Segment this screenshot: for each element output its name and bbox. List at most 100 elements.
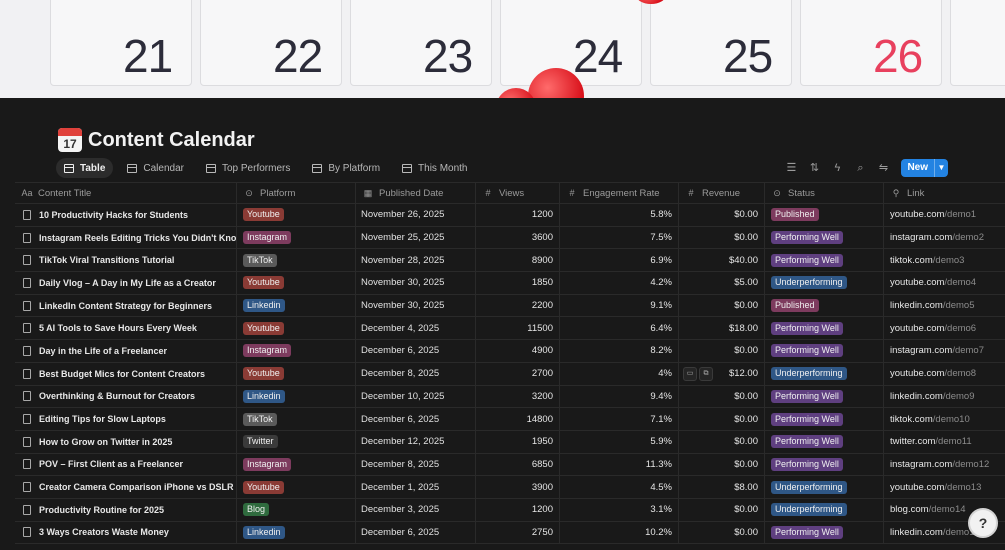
cell-engagement-rate[interactable]: 7.1% <box>560 408 679 430</box>
cell-views[interactable]: 2750 <box>476 521 560 544</box>
cell-platform[interactable]: Instagram <box>237 226 356 249</box>
cell-status[interactable]: Performing Well <box>765 249 884 272</box>
cell-published-date[interactable]: November 28, 2025 <box>356 249 476 272</box>
column-header-content-title[interactable]: Aa Content Title <box>15 183 237 203</box>
link-domain[interactable]: youtube.com <box>890 481 945 493</box>
cell-engagement-rate[interactable]: 3.1% <box>560 498 679 521</box>
cell-published-date[interactable]: November 26, 2025 <box>356 204 476 226</box>
cell-views[interactable]: 3900 <box>476 476 560 498</box>
cell-published-date[interactable]: December 10, 2025 <box>356 385 476 408</box>
cell-revenue[interactable]: $0.00 <box>679 226 765 249</box>
page-title[interactable]: Content Calendar <box>88 128 255 151</box>
link-domain[interactable]: youtube.com <box>890 368 945 380</box>
link-path[interactable]: /demo5 <box>942 300 975 312</box>
cell-revenue[interactable]: $0.00 <box>679 340 765 362</box>
link-domain[interactable]: blog.com <box>890 504 929 516</box>
link-domain[interactable]: tiktok.com <box>890 413 933 425</box>
cell-platform[interactable]: Youtube <box>237 272 356 294</box>
cell-content-title[interactable]: Productivity Routine for 2025 <box>15 498 237 521</box>
link-domain[interactable]: youtube.com <box>890 322 945 334</box>
cell-published-date[interactable]: November 30, 2025 <box>356 294 476 317</box>
cell-content-title[interactable]: TikTok Viral Transitions Tutorial <box>15 249 237 272</box>
table-row[interactable]: TikTok Viral Transitions Tutorial TikTok N… <box>15 249 1005 273</box>
cell-content-title[interactable]: Creator Camera Comparison iPhone vs DSLR <box>15 476 237 498</box>
cell-content-title[interactable]: Daily Vlog – A Day in My Life as a Creat… <box>15 272 237 294</box>
link-domain[interactable]: linkedin.com <box>890 300 943 312</box>
cell-platform[interactable]: Linkedin <box>237 385 356 408</box>
link-path[interactable]: /demo7 <box>952 345 984 357</box>
table-row[interactable]: Instagram Reels Editing Tricks You Didn'… <box>15 226 1005 250</box>
cell-published-date[interactable]: December 4, 2025 <box>356 317 476 340</box>
content-title[interactable]: Daily Vlog – A Day in My Life as a Creat… <box>39 277 216 288</box>
view-tab-top-performers[interactable]: Top Performers <box>198 158 298 178</box>
content-title[interactable]: Productivity Routine for 2025 <box>39 504 165 515</box>
cell-platform[interactable]: Twitter <box>237 430 356 453</box>
cell-link[interactable]: youtube.com/demo4 <box>884 272 1005 294</box>
content-title[interactable]: Editing Tips for Slow Laptops <box>39 414 166 425</box>
cell-revenue[interactable]: $0.00 <box>679 294 765 317</box>
content-title[interactable]: Creator Camera Comparison iPhone vs DSLR <box>39 482 234 493</box>
cell-engagement-rate[interactable]: 5.8% <box>560 204 679 226</box>
link-domain[interactable]: instagram.com <box>890 232 953 244</box>
cell-status[interactable]: Performing Well <box>765 453 884 476</box>
view-tab-by-platform[interactable]: By Platform <box>304 158 388 178</box>
filter-icon[interactable]: ☰ <box>786 162 797 174</box>
cell-revenue[interactable]: $0.00 <box>679 408 765 430</box>
cell-engagement-rate[interactable]: 10.2% <box>560 521 679 544</box>
link-path[interactable]: /demo14 <box>928 504 966 516</box>
link-path[interactable]: /demo3 <box>932 254 965 266</box>
cell-published-date[interactable]: December 6, 2025 <box>356 521 476 544</box>
table-row[interactable]: POV – First Client as a Freelancer Instag… <box>15 453 1005 477</box>
cell-views[interactable]: 8900 <box>476 249 560 272</box>
cell-status[interactable]: Performing Well <box>765 408 884 430</box>
cell-views[interactable]: 1950 <box>476 430 560 453</box>
column-header-platform[interactable]: ⊙ Platform <box>237 183 356 203</box>
cell-views[interactable]: 3200 <box>476 385 560 408</box>
cell-status[interactable]: Published <box>765 204 884 226</box>
cell-status[interactable]: Performing Well <box>765 317 884 340</box>
new-button[interactable]: New ▼ <box>901 159 948 177</box>
cell-published-date[interactable]: December 12, 2025 <box>356 430 476 453</box>
cell-revenue[interactable]: $0.00 <box>679 498 765 521</box>
cell-published-date[interactable]: November 25, 2025 <box>356 226 476 249</box>
cell-content-title[interactable]: Instagram Reels Editing Tricks You Didn'… <box>15 226 237 249</box>
cell-revenue[interactable]: $18.00 <box>679 317 765 340</box>
link-domain[interactable]: instagram.com <box>890 458 953 470</box>
link-domain[interactable]: linkedin.com <box>890 526 943 538</box>
table-row[interactable]: 10 Productivity Hacks for Students Youtub… <box>15 204 1005 227</box>
chevron-down-icon[interactable]: ▼ <box>934 159 948 177</box>
content-title[interactable]: Day in the Life of a Freelancer <box>39 345 168 356</box>
cell-link[interactable]: youtube.com/demo8 <box>884 363 1005 385</box>
link-path[interactable]: /demo2 <box>952 232 984 244</box>
cell-platform[interactable]: TikTok <box>237 408 356 430</box>
cell-views[interactable]: 1200 <box>476 498 560 521</box>
table-row[interactable]: Editing Tips for Slow Laptops TikTok Decem… <box>15 408 1005 431</box>
cell-platform[interactable]: TikTok <box>237 249 356 272</box>
cell-status[interactable]: Underperforming <box>765 498 884 521</box>
cell-engagement-rate[interactable]: 9.4% <box>560 385 679 408</box>
link-path[interactable]: /demo1 <box>944 209 977 221</box>
cell-content-title[interactable]: Editing Tips for Slow Laptops <box>15 408 237 430</box>
link-domain[interactable]: linkedin.com <box>890 390 943 402</box>
link-path[interactable]: /demo6 <box>944 322 977 334</box>
cell-published-date[interactable]: December 6, 2025 <box>356 340 476 362</box>
search-icon[interactable]: ⌕ <box>857 162 864 174</box>
table-row[interactable]: LinkedIn Content Strategy for Beginners L… <box>15 294 1005 318</box>
cell-published-date[interactable]: December 8, 2025 <box>356 453 476 476</box>
cell-link[interactable]: youtube.com/demo1 <box>884 204 1005 226</box>
link-path[interactable]: /demo13 <box>944 481 982 493</box>
cell-content-title[interactable]: 10 Productivity Hacks for Students <box>15 204 237 226</box>
cell-platform[interactable]: Linkedin <box>237 294 356 317</box>
table-row[interactable]: Creator Camera Comparison iPhone vs DSLR… <box>15 476 1005 499</box>
cell-link[interactable]: linkedin.com/demo5 <box>884 295 1005 317</box>
cell-published-date[interactable]: November 30, 2025 <box>356 272 476 294</box>
cell-revenue[interactable]: $40.00 <box>679 249 765 272</box>
cell-status[interactable]: Published <box>765 294 884 317</box>
cell-published-date[interactable]: December 3, 2025 <box>356 498 476 521</box>
cell-views[interactable]: 4900 <box>476 340 560 362</box>
cell-link[interactable]: linkedin.com/demo15 <box>884 522 1005 544</box>
table-row[interactable]: How to Grow on Twitter in 2025 Twitter Dec… <box>15 430 1005 454</box>
link-domain[interactable]: instagram.com <box>890 345 953 357</box>
table-row[interactable]: Best Budget Mics for Content Creators You… <box>15 362 1005 386</box>
cell-link[interactable]: tiktok.com/demo10 <box>884 408 1005 430</box>
